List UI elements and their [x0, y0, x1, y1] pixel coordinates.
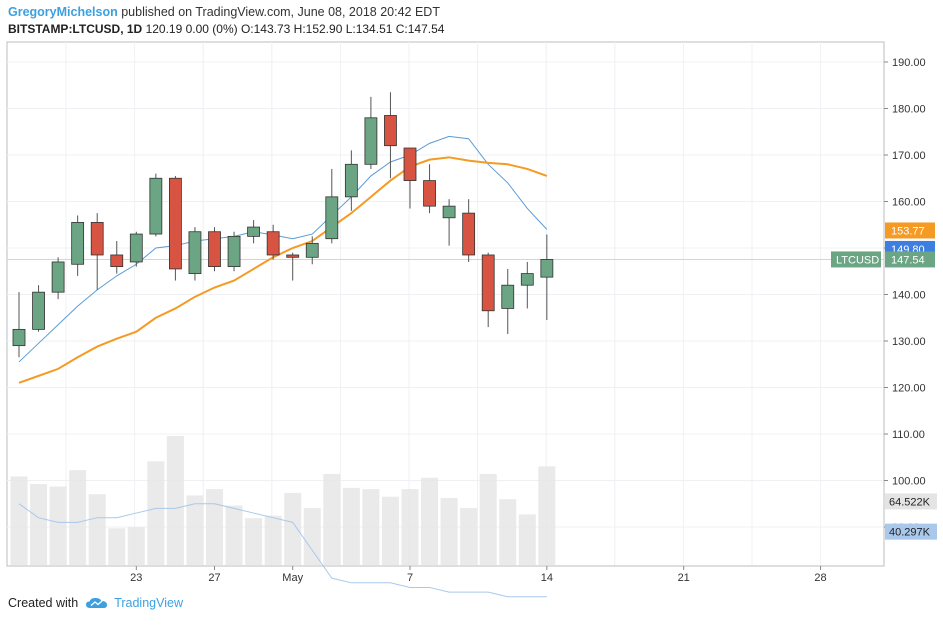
candle-body: [247, 226, 261, 237]
time-tick-label: 23: [130, 572, 142, 584]
volume-bar: [303, 508, 321, 565]
volume-label-value: 64.522K: [889, 496, 931, 508]
candle-body: [481, 254, 495, 312]
price-label-box: [885, 222, 935, 239]
volume-bar: [49, 486, 67, 565]
candle-body: [129, 233, 143, 263]
tradingview-brand: TradingView: [114, 596, 183, 610]
price-tick-label: 180.00: [892, 104, 926, 116]
candle-body: [325, 196, 339, 240]
ma-fast-line: [18, 135, 548, 363]
volume-bar: [108, 528, 126, 565]
volume-bar: [479, 473, 497, 565]
time-tick-label: 7: [407, 572, 413, 584]
price-tick-label: 100.00: [892, 476, 926, 488]
candle-body: [71, 222, 85, 265]
time-tick-label: 14: [541, 572, 553, 584]
chart-header: GregoryMichelson published on TradingVie…: [8, 4, 928, 38]
time-tick-label: May: [282, 572, 303, 584]
author-name[interactable]: GregoryMichelson: [8, 5, 118, 19]
volume-bar: [440, 497, 458, 565]
volume-bar: [499, 499, 517, 565]
candle-body: [403, 147, 417, 181]
symbol-tag-box: [831, 251, 881, 268]
volume-bar: [381, 496, 399, 565]
volume-bar: [30, 484, 48, 565]
created-with-label: Created with: [8, 596, 79, 610]
volume-bar: [225, 505, 243, 565]
price-tick-label: 170.00: [892, 150, 926, 162]
volume-bar: [362, 489, 380, 565]
volume-bar: [206, 489, 223, 565]
volume-bar: [401, 489, 419, 565]
price-tick-label: 120.00: [892, 383, 926, 395]
volume-bar: [10, 476, 28, 565]
symbol-tag-label: LTCUSD: [836, 254, 879, 266]
volume-bar: [245, 518, 263, 565]
volume-bar: [88, 494, 106, 565]
volume-bar: [518, 514, 536, 565]
candle-body: [227, 235, 241, 268]
volume-bar: [264, 515, 282, 565]
ma-slow-line: [18, 156, 548, 384]
candle-body: [90, 222, 104, 256]
volume-bar: [284, 492, 302, 565]
candle-body: [305, 242, 319, 258]
symbol-label: BITSTAMP:LTCUSD, 1D: [8, 22, 143, 36]
candle-body: [12, 328, 26, 347]
publish-info: published on TradingView.com, June 08, 2…: [121, 5, 440, 19]
candle-body: [188, 231, 202, 274]
candle-body: [501, 284, 515, 309]
price-tick-label: 140.00: [892, 290, 926, 302]
price-tick-label: 160.00: [892, 197, 926, 209]
candle-body: [286, 254, 300, 258]
candle-body: [32, 291, 45, 330]
price-label-value: 153.77: [891, 225, 925, 237]
price-tick-label: 190.00: [892, 57, 926, 69]
candle-body: [462, 212, 476, 256]
volume-bar: [127, 527, 145, 565]
volume-label-box: [885, 493, 937, 510]
candle-body: [168, 177, 182, 270]
cloud-logo-icon: [86, 597, 108, 608]
volume-bar: [166, 436, 184, 565]
volume-bar: [323, 473, 341, 565]
volume-bar: [147, 461, 165, 565]
candle-body: [423, 180, 436, 207]
candle-body: [51, 261, 65, 293]
price-label-value: 147.54: [891, 254, 925, 266]
candle-body: [364, 117, 378, 165]
time-tick-label: 21: [678, 572, 690, 584]
price-label-box: [885, 251, 935, 268]
volume-ma-line: [18, 503, 547, 598]
volume-label-box: [885, 523, 937, 540]
volume-bar: [421, 477, 439, 565]
volume-bar: [186, 495, 204, 565]
volume-bar: [69, 470, 87, 565]
quote-values: 120.19 0.00 (0%) O:143.73 H:152.90 L:134…: [145, 22, 445, 36]
candle-body: [149, 177, 163, 235]
volume-bar: [342, 487, 360, 565]
candle-body: [344, 163, 358, 198]
candle-body: [540, 259, 554, 278]
time-tick-label: 27: [208, 572, 220, 584]
candle-body: [208, 231, 221, 268]
footer: Created with TradingView: [8, 596, 183, 610]
candle-body: [384, 115, 397, 147]
candle-body: [520, 273, 534, 286]
candle-body: [442, 205, 456, 219]
volume-label-value: 40.297K: [889, 527, 931, 539]
candle-body: [266, 231, 280, 256]
volume-bar: [460, 508, 478, 565]
price-tick-label: 110.00: [892, 429, 925, 441]
tradingview-link[interactable]: TradingView: [86, 596, 183, 610]
time-tick-label: 28: [814, 572, 826, 584]
volume-bar: [538, 466, 556, 565]
price-tick-label: 130.00: [892, 336, 926, 348]
candle-body: [110, 254, 124, 268]
